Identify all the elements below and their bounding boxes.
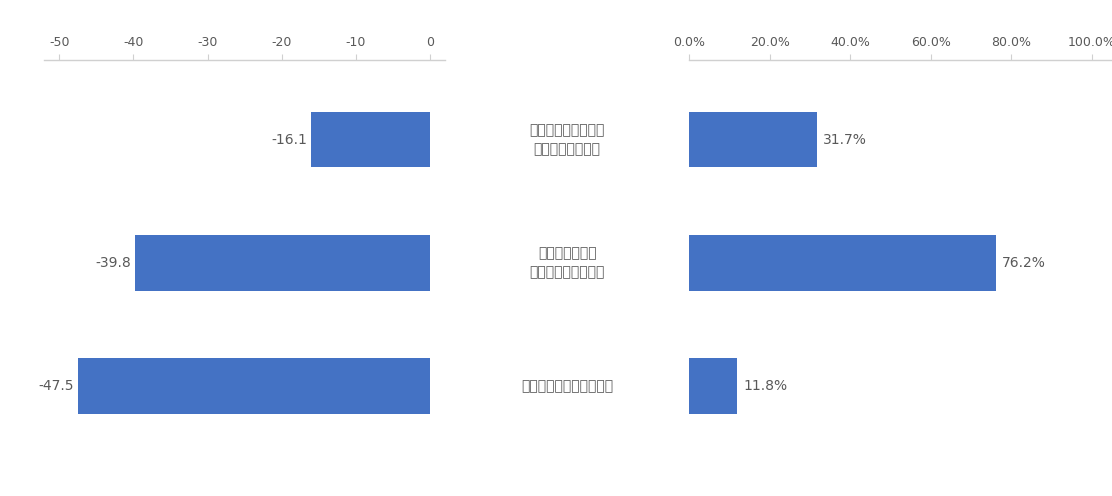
- Bar: [689, 359, 737, 414]
- Bar: [78, 359, 430, 414]
- Bar: [689, 112, 817, 167]
- Text: 11.8%: 11.8%: [743, 379, 787, 393]
- Bar: [310, 112, 430, 167]
- Text: -47.5: -47.5: [39, 379, 75, 393]
- Text: -16.1: -16.1: [271, 132, 307, 147]
- Text: 月々の電気使用量が
減り節約になった: 月々の電気使用量が 減り節約になった: [529, 123, 605, 156]
- Text: 節電は達成できなかった: 節電は達成できなかった: [522, 379, 613, 393]
- Bar: [689, 235, 996, 291]
- Text: 節電達成により
ポイントをもらった: 節電達成により ポイントをもらった: [529, 246, 605, 280]
- Text: 76.2%: 76.2%: [1002, 256, 1046, 270]
- Text: -39.8: -39.8: [96, 256, 131, 270]
- Text: 31.7%: 31.7%: [823, 132, 867, 147]
- Bar: [135, 235, 430, 291]
